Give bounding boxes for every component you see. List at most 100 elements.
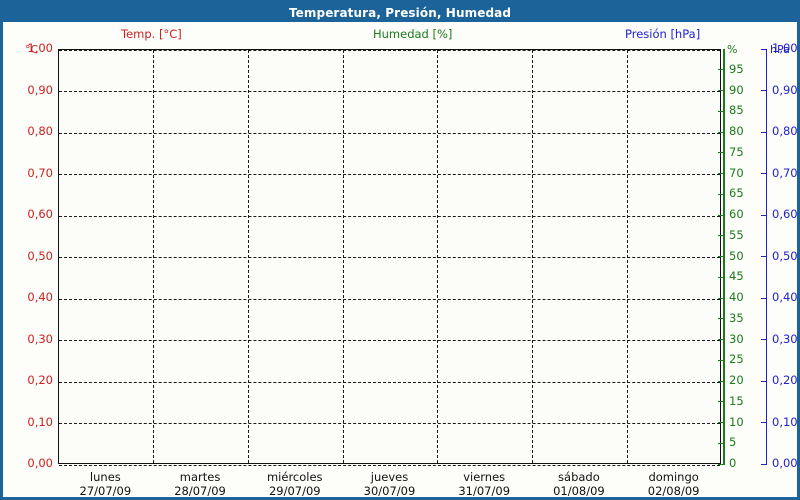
humidity-axis-tick-mark <box>718 359 724 361</box>
humidity-axis-tick-label: 20 <box>729 373 744 387</box>
left-axis-tick-label: 0,30 <box>27 331 53 346</box>
left-axis-tick-label: 1,00 <box>27 41 53 55</box>
humidity-axis-tick-mark <box>718 152 724 154</box>
x-axis-date: 27/07/09 <box>79 484 132 498</box>
humidity-axis-tick-label: 10 <box>729 414 744 429</box>
gridline-horizontal <box>59 423 720 424</box>
x-axis-date: 30/07/09 <box>363 484 416 498</box>
humidity-axis-tick-label: 45 <box>729 269 744 284</box>
gridline-vertical <box>437 50 439 463</box>
x-axis-date: 01/08/09 <box>553 484 605 498</box>
humidity-axis-tick-label: 60 <box>729 207 744 221</box>
gridline-vertical <box>153 50 155 463</box>
pressure-axis-tick-mark <box>761 339 767 340</box>
x-axis-day-name: sábado <box>558 470 600 484</box>
left-axis-tick-label: 0,40 <box>27 290 53 304</box>
x-axis-day-name: jueves <box>370 470 409 484</box>
humidity-axis-tick-mark <box>718 339 724 340</box>
humidity-axis-tick-label: 90 <box>729 82 744 97</box>
left-axis-tick-label: 0,10 <box>27 414 53 429</box>
pressure-axis-tick-label: 0,30 <box>772 331 798 346</box>
humidity-axis-tick-label: 50 <box>729 248 744 263</box>
gridline-horizontal <box>59 257 720 258</box>
left-axis-tick-label: 0,80 <box>27 124 53 138</box>
legend-item-humidity: Humedad [%] <box>373 27 453 41</box>
gridline-horizontal <box>59 381 720 383</box>
x-axis-date: 31/07/09 <box>458 484 511 498</box>
pressure-axis-tick-label: 0,70 <box>772 165 798 180</box>
gridline-horizontal <box>59 464 720 466</box>
humidity-axis-tick-label: 65 <box>729 186 744 201</box>
left-axis-tick-label: 0,50 <box>27 248 53 263</box>
x-axis-label: viernes 31/07/09 <box>437 470 532 499</box>
humidity-axis-tick-label: 5 <box>729 435 737 450</box>
gridline-vertical <box>247 50 249 463</box>
humidity-axis-tick-mark <box>718 110 724 112</box>
gridline-horizontal <box>59 174 720 175</box>
pressure-axis-tick-mark <box>761 214 767 216</box>
left-axis-unit: °C <box>25 43 39 56</box>
humidity-axis-tick-label: 40 <box>729 290 744 304</box>
left-axis-tick-label: 0,70 <box>27 165 53 180</box>
gridline-horizontal <box>59 91 720 92</box>
left-axis-tick-label: 0,00 <box>27 456 53 470</box>
humidity-axis-tick-mark <box>718 193 724 195</box>
pressure-axis-tick-label: 0,20 <box>772 373 798 387</box>
left-axis-tick-label: 0,90 <box>27 82 53 97</box>
x-axis-day-name: lunes <box>89 470 121 484</box>
gridline-horizontal <box>59 298 720 300</box>
pressure-axis-tick-label: 0,50 <box>772 248 798 263</box>
x-axis-label: miércoles 29/07/09 <box>247 470 342 499</box>
pressure-axis-tick-mark <box>761 297 767 299</box>
x-axis-label: jueves 30/07/09 <box>342 470 437 499</box>
gridline-horizontal <box>59 340 720 341</box>
pressure-axis-tick-mark <box>761 463 767 465</box>
humidity-axis-tick-label: 55 <box>729 227 744 242</box>
x-axis-label: domingo 02/08/09 <box>626 470 721 499</box>
pressure-axis-tick-mark <box>761 256 767 257</box>
gridline-horizontal <box>59 132 720 134</box>
x-axis-label: martes 28/07/09 <box>153 470 248 499</box>
x-axis-day-name: miércoles <box>266 470 323 484</box>
right-outer-axis-unit: hPa <box>770 43 790 56</box>
humidity-axis-tick-label: 80 <box>729 124 744 138</box>
pressure-axis-tick-mark <box>761 173 767 174</box>
humidity-axis-tick-label: 75 <box>729 144 744 159</box>
humidity-axis-tick-mark <box>718 463 724 465</box>
humidity-axis-tick-label: 70 <box>729 165 744 180</box>
pressure-axis-tick-label: 0,40 <box>772 290 798 304</box>
humidity-axis-tick-mark <box>718 442 724 444</box>
humidity-axis-tick-mark <box>718 256 724 257</box>
x-axis-date: 02/08/09 <box>647 484 700 498</box>
humidity-axis-tick-mark <box>718 380 724 382</box>
humidity-axis-tick-mark <box>718 276 724 278</box>
left-axis-tick-label: 0,20 <box>27 373 53 387</box>
humidity-axis-tick-mark <box>718 173 724 174</box>
window-title: Temperatura, Presión, Humedad <box>288 5 512 20</box>
pressure-axis-tick-label: 0,60 <box>772 207 798 221</box>
humidity-axis-tick-mark <box>718 318 724 320</box>
plot-area[interactable] <box>58 49 721 466</box>
humidity-axis-tick-label: 25 <box>729 352 744 367</box>
pressure-axis-tick-label: 0,10 <box>772 414 798 429</box>
x-axis-day-name: martes <box>179 470 221 484</box>
x-axis-date: 28/07/09 <box>174 484 226 498</box>
pressure-axis-tick-label: 0,00 <box>772 456 798 470</box>
humidity-axis-tick-mark <box>718 235 724 237</box>
pressure-axis-tick-mark <box>761 380 767 382</box>
pressure-axis-tick-label: 1,00 <box>772 41 798 55</box>
pressure-axis-tick-label: 0,80 <box>772 124 798 138</box>
x-axis-label: lunes 27/07/09 <box>58 470 153 499</box>
humidity-axis-tick-label: 0 <box>729 456 737 470</box>
legend-item-pressure: Presión [hPa] <box>625 27 701 41</box>
pressure-axis-tick-mark <box>761 48 767 50</box>
humidity-axis-tick-label: 85 <box>729 103 744 118</box>
humidity-axis-tick-mark <box>718 214 724 216</box>
pressure-axis-line <box>766 49 767 465</box>
humidity-axis-tick-label: 35 <box>729 310 744 325</box>
right-inner-axis-unit: % <box>727 43 738 56</box>
window-title-bar: Temperatura, Presión, Humedad <box>3 3 797 22</box>
humidity-axis-tick-label: 15 <box>729 393 744 408</box>
gridline-vertical <box>342 50 344 463</box>
